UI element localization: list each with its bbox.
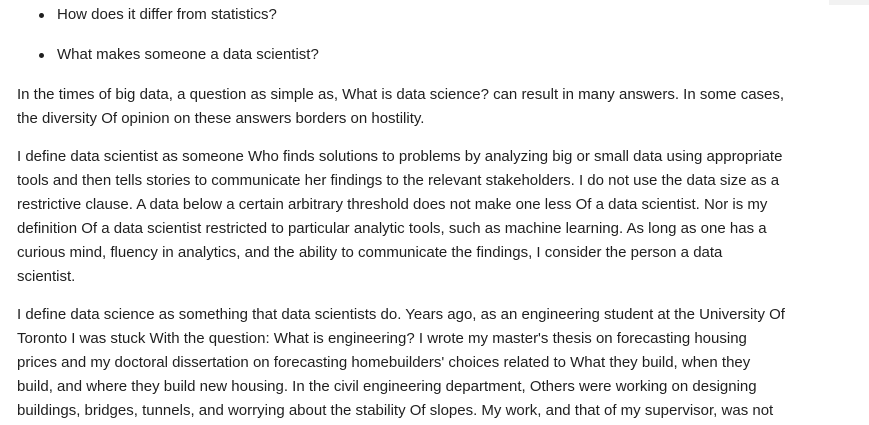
text-line: I define data scientist as someone Who f…: [17, 148, 783, 165]
text-line: prices and my doctoral dissertation on f…: [17, 354, 751, 371]
list-item-text: How does it differ from statistics?: [57, 6, 277, 23]
paragraph-big-data: In the times of big data, a question as …: [17, 83, 867, 131]
text-line: tools and then tells stories to communic…: [17, 172, 780, 189]
text-line: buildings, bridges, tunnels, and worryin…: [17, 402, 774, 419]
question-list: How does it differ from statistics? What…: [17, 3, 867, 67]
paragraph-data-science-definition: I define data science as something that …: [17, 303, 867, 423]
text-line: build, and where they build new housing.…: [17, 378, 757, 395]
text-line: In the times of big data, a question as …: [17, 86, 785, 103]
text-line: restrictive clause. A data below a certa…: [17, 196, 768, 213]
list-item: What makes someone a data scientist?: [17, 43, 867, 67]
text-line: I define data science as something that …: [17, 306, 785, 323]
text-line: scientist.: [17, 268, 76, 285]
bullet-dot-icon: [39, 53, 44, 58]
text-line: the diversity Of opinion on these answer…: [17, 110, 425, 127]
paragraph-data-scientist-definition: I define data scientist as someone Who f…: [17, 145, 867, 289]
text-line: Toronto I was stuck With the question: W…: [17, 330, 747, 347]
list-item-text: What makes someone a data scientist?: [57, 46, 319, 63]
list-item: How does it differ from statistics?: [17, 3, 867, 27]
top-scroll-strip: [829, 0, 869, 5]
bullet-dot-icon: [39, 13, 44, 18]
article-body: How does it differ from statistics? What…: [17, 3, 867, 425]
text-line: curious mind, fluency in analytics, and …: [17, 244, 723, 261]
text-line: definition Of a data scientist restricte…: [17, 220, 767, 237]
